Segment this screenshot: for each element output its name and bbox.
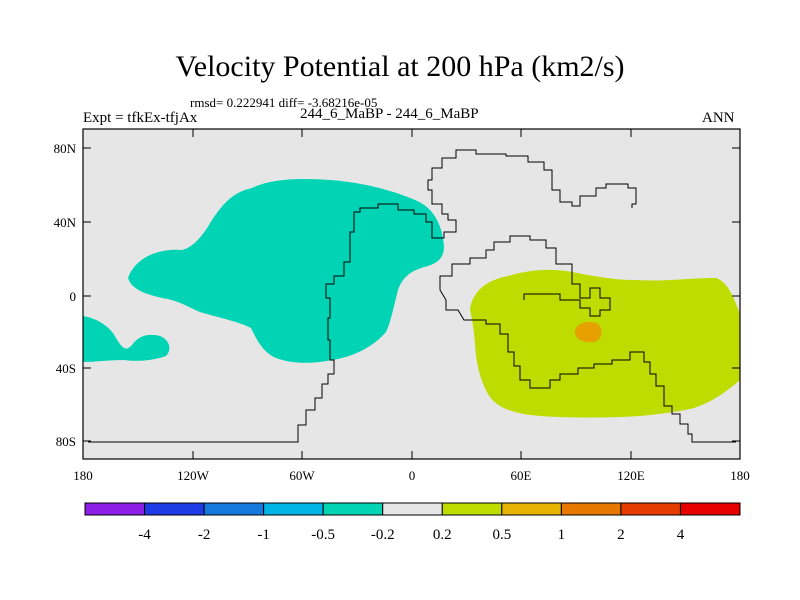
colorbar-swatch: [620, 502, 681, 516]
case-label: 244_6_MaBP - 244_6_MaBP: [300, 106, 479, 122]
coastline-americas: [88, 149, 637, 443]
colorbar-swatch: [679, 502, 741, 516]
colorbar-labels: -4 -2 -1 -0.5 -0.2 0.2 0.5 1 2 4: [138, 527, 684, 543]
lon-tick-label: 180: [73, 468, 93, 483]
map-frame: [82, 128, 741, 460]
lon-tick-label: 120W: [177, 468, 210, 483]
colorbar-label: 4: [677, 527, 685, 543]
colorbar-label: -1: [257, 527, 270, 543]
colorbar-label: 2: [617, 527, 625, 543]
colorbar-swatch: [263, 502, 324, 516]
colorbar-swatch: [322, 502, 384, 516]
lon-tick-label: 0: [409, 468, 416, 483]
colorbar-label: -0.2: [371, 527, 395, 543]
colorbar-swatch: [382, 502, 443, 516]
coastline-africa-eurasia: [439, 289, 736, 443]
stats-line: rmsd= 0.222941 diff= -3.68216e-05: [190, 95, 378, 110]
colorbar-label: 0.2: [433, 527, 452, 543]
colorbar-label: 1: [558, 527, 566, 543]
colorbar-label: -4: [138, 527, 151, 543]
colorbar-label: -2: [198, 527, 211, 543]
season-label: ANN: [702, 110, 735, 126]
colorbar-swatch: [501, 502, 562, 516]
negative-region-atlantic: [128, 178, 444, 363]
lon-tick-label: 180: [730, 468, 750, 483]
colorbar-label: 0.5: [492, 527, 511, 543]
colorbar: [84, 502, 741, 516]
lat-tick-label: 0: [70, 289, 77, 304]
longitude-labels: 180 120W 60W 0 60E 120E 180: [73, 468, 750, 483]
lon-tick-label: 60E: [511, 468, 532, 483]
colorbar-swatch: [441, 502, 503, 516]
colorbar-label: -0.5: [311, 527, 335, 543]
experiment-label: Expt = tfkEx-tfjAx: [83, 110, 198, 126]
positive-region-maximum: [574, 322, 602, 343]
chart-title: Velocity Potential at 200 hPa (km2/s): [175, 50, 625, 83]
lat-tick-label: 40N: [54, 215, 77, 230]
colorbar-swatch: [560, 502, 622, 516]
positive-region-indian-ocean: [470, 269, 740, 418]
colorbar-swatch: [84, 502, 146, 516]
negative-region-pacific: [83, 316, 170, 362]
lat-tick-label: 80N: [54, 141, 77, 156]
lat-tick-label: 80S: [56, 434, 76, 449]
lon-tick-label: 60W: [289, 468, 315, 483]
colorbar-swatch: [144, 502, 205, 516]
colorbar-swatch: [203, 502, 265, 516]
lat-tick-label: 40S: [56, 361, 76, 376]
coastline-asia: [439, 235, 611, 317]
lon-tick-label: 120E: [617, 468, 645, 483]
latitude-labels: 80N 40N 0 40S 80S: [54, 141, 77, 449]
